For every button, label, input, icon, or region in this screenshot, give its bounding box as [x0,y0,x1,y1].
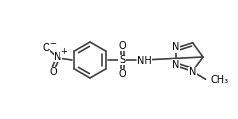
Text: N: N [172,60,179,70]
Text: O: O [49,67,57,77]
Text: NH: NH [137,56,152,66]
Text: CH₃: CH₃ [211,75,229,85]
Text: S: S [119,55,125,65]
Text: N: N [172,42,179,52]
Text: O: O [118,41,126,51]
Text: O: O [118,69,126,79]
Text: +: + [60,47,67,57]
Text: N: N [189,67,196,77]
Text: O: O [42,43,50,53]
Text: N: N [54,52,62,62]
Text: −: − [50,40,56,49]
